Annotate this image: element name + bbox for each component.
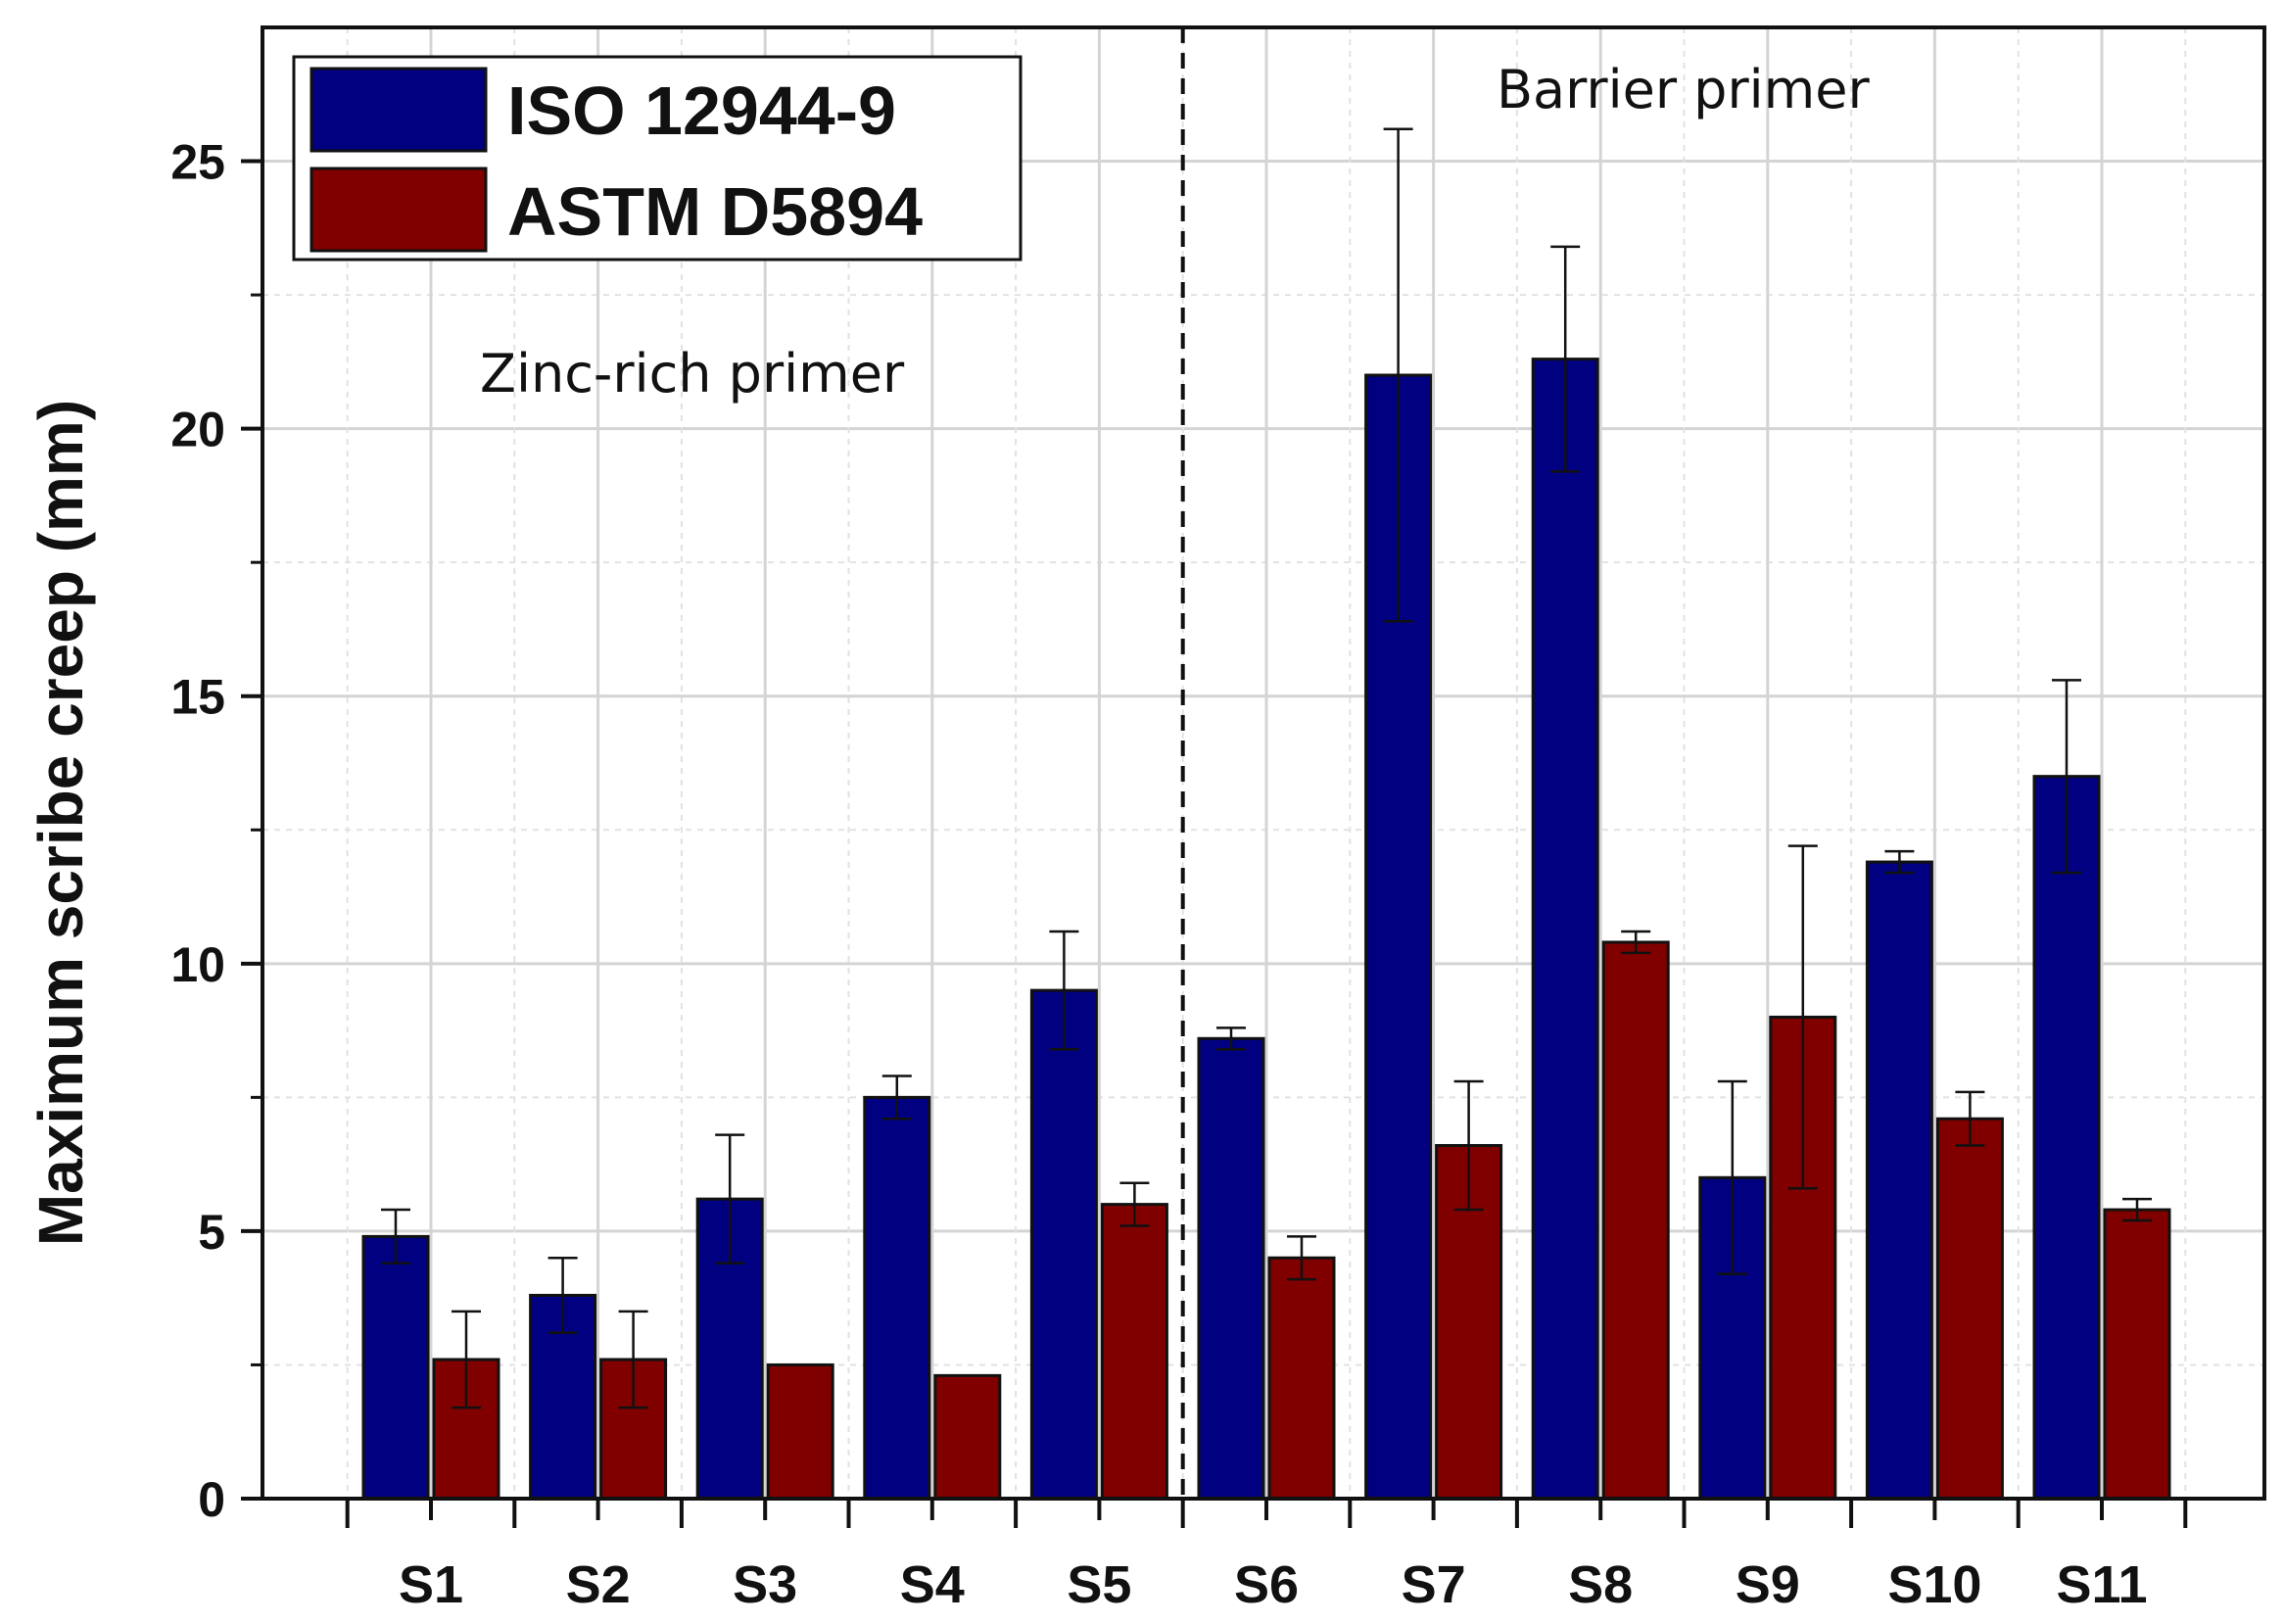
- y-tick-label: 0: [198, 1472, 225, 1527]
- x-tick-label-s7: S7: [1402, 1555, 1466, 1614]
- bar-s1-iso: [361, 1234, 430, 1501]
- bar-s5-iso: [1029, 988, 1098, 1501]
- x-tick-label-s5: S5: [1067, 1555, 1131, 1614]
- axes: [241, 25, 2266, 1528]
- legend-label-iso: ISO 12944-9: [507, 72, 896, 149]
- bar-s6-astm: [1267, 1256, 1336, 1501]
- legend-label-astm: ASTM D5894: [507, 173, 923, 250]
- bar-s7-astm: [1435, 1144, 1503, 1501]
- bar-s11-astm: [2103, 1208, 2171, 1501]
- bar-s3-astm: [766, 1362, 834, 1501]
- bar-s8-iso: [1531, 358, 1599, 1501]
- legend-swatch-astm: [309, 167, 488, 253]
- x-tick-label-s11: S11: [2056, 1555, 2147, 1614]
- bar-s8-astm: [1601, 940, 1670, 1501]
- legend: ISO 12944-9 ASTM D5894: [292, 55, 1023, 262]
- y-tick-label: 25: [170, 135, 225, 190]
- x-tick-label-s6: S6: [1234, 1555, 1299, 1614]
- bar-s10-iso: [1865, 860, 1933, 1501]
- y-axis-title: Maximum scribe creep (mm): [25, 400, 96, 1246]
- y-tick-label: 5: [198, 1205, 225, 1260]
- legend-swatch-iso: [309, 67, 488, 153]
- bar-s5-astm: [1100, 1203, 1168, 1501]
- bar-s11-iso: [2032, 775, 2101, 1501]
- x-tick-label-s2: S2: [566, 1555, 631, 1614]
- annotation-zinc-rich-primer: Zinc-rich primer: [480, 343, 905, 405]
- x-tick-label-s3: S3: [733, 1555, 797, 1614]
- error-bars: [381, 127, 2152, 1409]
- x-tick-label-s8: S8: [1568, 1555, 1633, 1614]
- x-tick-label-s4: S4: [900, 1555, 965, 1614]
- y-tick-label: 10: [170, 937, 225, 992]
- x-tick-label-s10: S10: [1887, 1555, 1981, 1614]
- bar-s10-astm: [1935, 1117, 2004, 1501]
- tick-labels: S1 S2 S3 S4 S5 S6 S7 S8 S9 S10 S11 0 5 10 15 20 25: [170, 135, 2147, 1614]
- plot-frame: [261, 25, 2266, 1501]
- bar-s4-astm: [933, 1373, 1002, 1501]
- x-tick-label-s9: S9: [1736, 1555, 1800, 1614]
- bar-s6-iso: [1197, 1036, 1265, 1501]
- x-tick-label-s1: S1: [399, 1555, 463, 1614]
- y-tick-label: 20: [170, 403, 225, 457]
- bar-s4-iso: [863, 1095, 931, 1501]
- annotation-barrier-primer: Barrier primer: [1497, 59, 1870, 120]
- y-tick-label: 15: [170, 670, 225, 725]
